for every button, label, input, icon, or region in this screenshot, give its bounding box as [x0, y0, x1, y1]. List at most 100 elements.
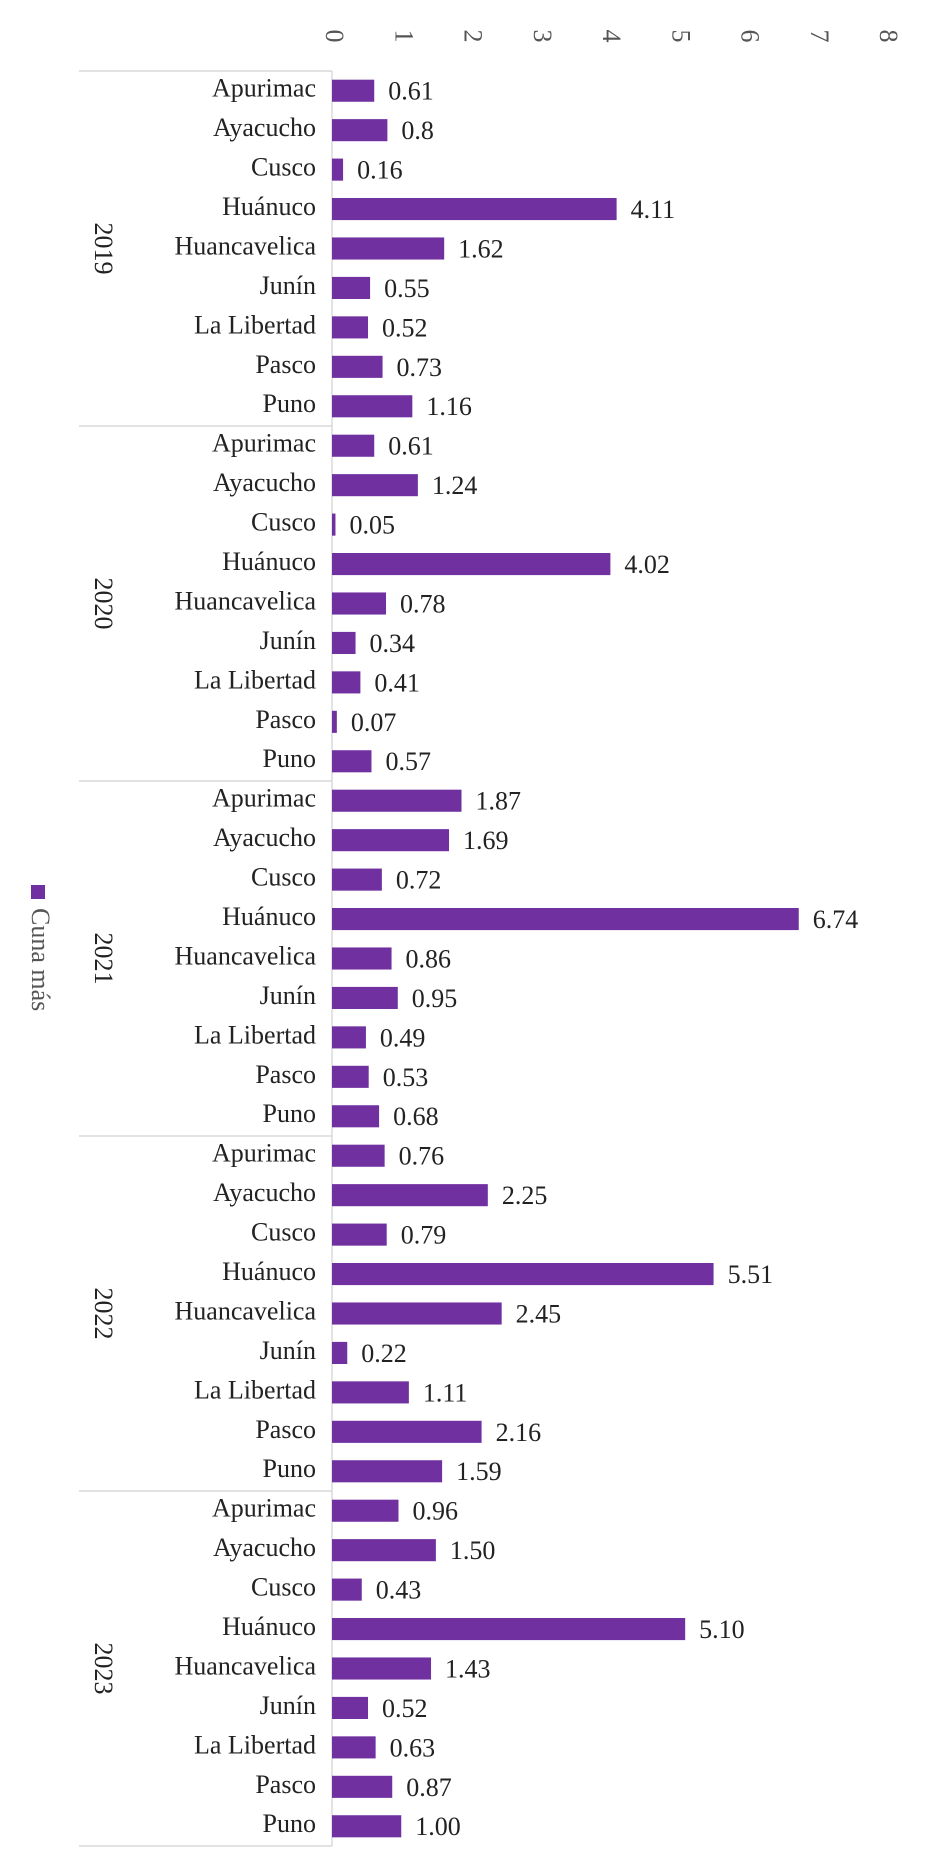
y-tick-label: Apurimac [212, 1139, 316, 1168]
bar [332, 1026, 366, 1049]
y-tick-label: La Libertad [194, 310, 316, 339]
bar [332, 1696, 369, 1719]
x-tick-label: 8 [874, 30, 903, 43]
bar [332, 1499, 399, 1522]
data-label: 0.61 [388, 432, 434, 461]
bar [332, 592, 387, 615]
data-label: 2.16 [496, 1418, 541, 1447]
y-tick-label: Cusco [251, 153, 316, 182]
bar [332, 986, 398, 1009]
y-tick-label: Pasco [255, 350, 316, 379]
bar [332, 1144, 385, 1167]
data-label: 0.79 [401, 1221, 447, 1250]
bar [332, 1775, 393, 1798]
y-tick-label: Pasco [255, 1770, 316, 1799]
y-tick-label: Junín [260, 981, 316, 1010]
bar [332, 1065, 369, 1088]
y-tick-label: Junín [260, 1336, 316, 1365]
data-label: 4.11 [631, 195, 676, 224]
bar [332, 1618, 686, 1641]
y-tick-label: La Libertad [194, 665, 316, 694]
bar [332, 1223, 387, 1246]
data-label: 6.74 [813, 905, 859, 934]
y-tick-label: Puno [263, 744, 316, 773]
data-label: 0.52 [382, 313, 428, 342]
y-tick-label: Huánuco [222, 1612, 316, 1641]
y-tick-label: Huancavelica [175, 1651, 317, 1680]
y-tick-label: Huancavelica [175, 941, 317, 970]
data-label: 1.59 [456, 1457, 502, 1486]
group-label: 2021 [89, 933, 118, 985]
data-label: 0.07 [351, 708, 397, 737]
bar [332, 710, 337, 733]
group-label: 2020 [89, 578, 118, 630]
y-tick-label: La Libertad [194, 1375, 316, 1404]
data-label: 1.62 [458, 234, 504, 263]
bar [332, 355, 383, 378]
data-label: 1.24 [432, 471, 478, 500]
y-tick-label: Ayacucho [213, 1533, 316, 1562]
y-tick-label: La Libertad [194, 1020, 316, 1049]
bar [332, 316, 369, 339]
data-label: 0.63 [390, 1733, 436, 1762]
y-tick-label: Huánuco [222, 902, 316, 931]
bar [332, 1302, 502, 1325]
y-tick-label: Cusco [251, 1218, 316, 1247]
y-tick-label: Junín [260, 1691, 316, 1720]
bar [332, 1657, 432, 1680]
y-tick-label: Apurimac [212, 429, 316, 458]
data-label: 1.87 [475, 787, 521, 816]
data-label: 0.22 [361, 1339, 407, 1368]
x-tick-label: 2 [459, 30, 488, 43]
y-tick-label: Apurimac [212, 1494, 316, 1523]
bar [332, 1578, 362, 1601]
data-label: 0.86 [406, 944, 452, 973]
bar [332, 1539, 436, 1562]
data-label: 2.45 [516, 1299, 562, 1328]
data-label: 4.02 [624, 550, 670, 579]
bar [332, 789, 462, 812]
data-label: 1.00 [415, 1812, 461, 1841]
data-label: 1.69 [463, 826, 509, 855]
x-tick-label: 5 [666, 30, 695, 43]
bar [332, 1105, 380, 1128]
x-tick-label: 6 [736, 30, 765, 43]
data-label: 5.51 [728, 1260, 774, 1289]
data-label: 0.68 [393, 1102, 439, 1131]
y-tick-label: Huánuco [222, 1257, 316, 1286]
bar [332, 750, 372, 773]
y-tick-label: Ayacucho [213, 823, 316, 852]
legend-swatch [31, 885, 45, 899]
y-tick-label: Huánuco [222, 547, 316, 576]
x-tick-label: 3 [528, 30, 557, 43]
group-label: 2019 [89, 223, 118, 275]
bar [332, 631, 356, 654]
data-label: 5.10 [699, 1615, 745, 1644]
data-label: 0.43 [376, 1576, 422, 1605]
y-tick-label: Puno [263, 1809, 316, 1838]
data-label: 1.11 [423, 1378, 468, 1407]
x-tick-label: 7 [805, 30, 834, 43]
bar [332, 119, 388, 142]
bar [332, 237, 445, 260]
bar [332, 947, 392, 970]
data-label: 0.96 [412, 1497, 458, 1526]
bar [332, 553, 611, 576]
y-tick-label: Apurimac [212, 74, 316, 103]
group-label: 2022 [89, 1288, 118, 1340]
data-label: 0.61 [388, 77, 434, 106]
y-tick-label: Ayacucho [213, 1178, 316, 1207]
data-label: 0.52 [382, 1694, 428, 1723]
y-tick-label: Pasco [255, 1415, 316, 1444]
y-tick-label: Pasco [255, 1060, 316, 1089]
data-label: 0.8 [401, 116, 434, 145]
data-label: 0.55 [384, 274, 430, 303]
bar [332, 829, 450, 852]
data-label: 0.76 [399, 1142, 445, 1171]
data-label: 2.25 [502, 1181, 548, 1210]
bar [332, 1341, 348, 1364]
data-label: 1.16 [426, 392, 472, 421]
y-tick-label: Puno [263, 1099, 316, 1128]
bar [332, 1184, 488, 1207]
